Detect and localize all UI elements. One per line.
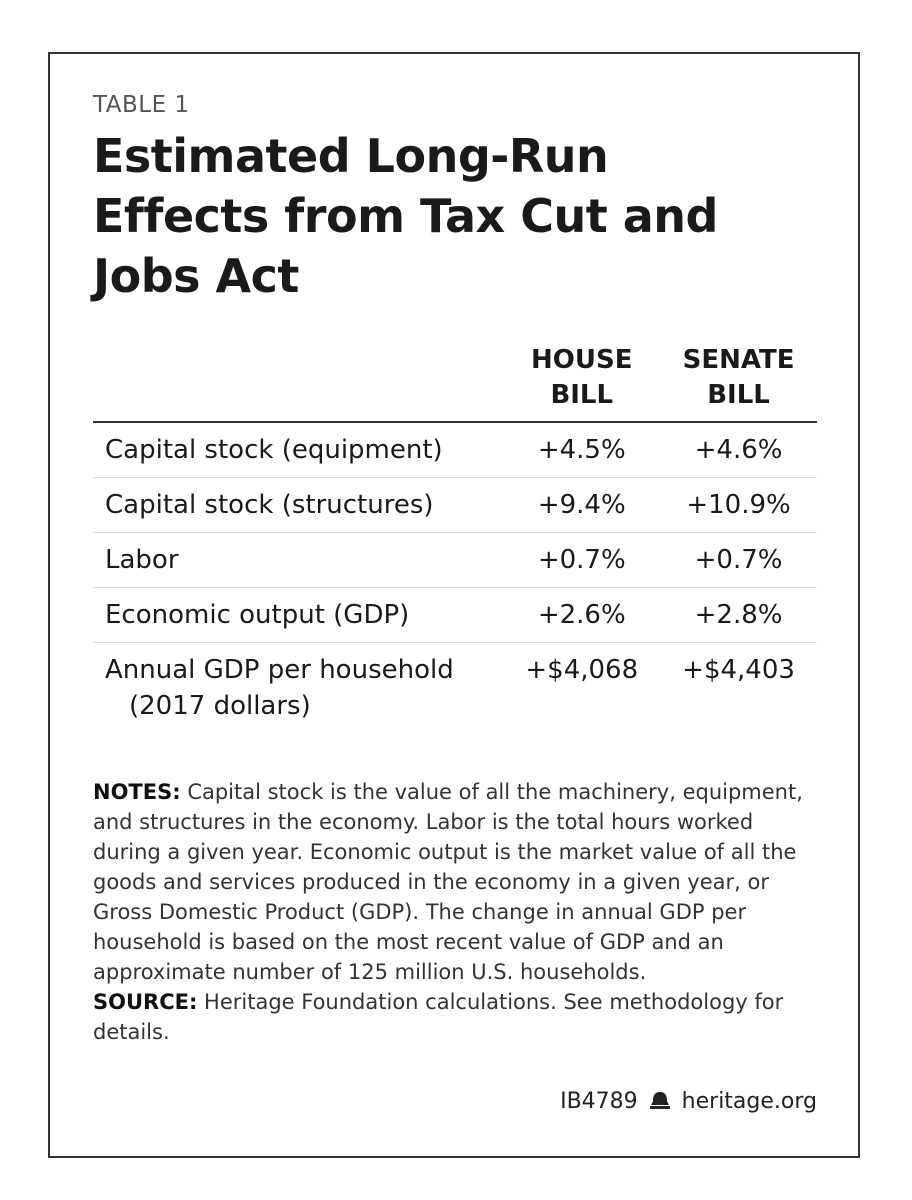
table-row: Annual GDP per household (2017 dollars) +… (93, 643, 817, 734)
row-label: Economic output (GDP) (93, 587, 504, 643)
content: TABLE 1 Estimated Long-Run Effects from … (93, 92, 817, 1114)
value-cell: +4.6% (660, 422, 817, 478)
footer-id: IB4789 (560, 1089, 638, 1114)
footer-site: heritage.org (681, 1089, 817, 1114)
header-row: HOUSE BILL SENATE BILL (93, 342, 817, 423)
table: HOUSE BILL SENATE BILL Capital stock (eq… (93, 342, 817, 733)
row-label: Capital stock (equipment) (93, 422, 504, 478)
header-cell: HOUSE BILL (503, 342, 661, 423)
table-row: Capital stock (structures) +9.4% +10.9% (93, 477, 817, 533)
notes-text: Capital stock is the value of all the ma… (93, 780, 803, 984)
table-head: HOUSE BILL SENATE BILL (93, 342, 817, 423)
header-cell: SENATE BILL (660, 342, 817, 423)
table-row: Economic output (GDP) +2.6% +2.8% (93, 587, 817, 643)
table-row: Capital stock (equipment) +4.5% +4.6% (93, 422, 817, 478)
table-body: Capital stock (equipment) +4.5% +4.6% Capit… (93, 422, 817, 733)
table-row: Labor +0.7% +0.7% (93, 532, 817, 588)
row-label: Annual GDP per household (2017 dollars) (105, 655, 454, 721)
source-label: SOURCE: (93, 990, 198, 1014)
notes-block: NOTES: Capital stock is the value of all… (93, 777, 813, 1047)
value-cell: +9.4% (503, 477, 661, 533)
source-text: Heritage Foundation calculations. See me… (93, 990, 784, 1044)
value-cell: +4.5% (503, 422, 661, 478)
table-label: TABLE 1 (93, 92, 190, 118)
source: SOURCE: Heritage Foundation calculations… (93, 987, 813, 1047)
value-cell: +10.9% (660, 477, 817, 533)
value-cell: +2.6% (503, 587, 661, 643)
footer: IB4789 heritage.org (93, 1089, 817, 1114)
value-cell: +0.7% (660, 532, 817, 588)
value-cell: +$4,403 (682, 655, 795, 685)
header-cell (93, 342, 504, 423)
value-cell: +2.8% (660, 587, 817, 643)
row-label: Capital stock (structures) (93, 477, 504, 533)
notes: NOTES: Capital stock is the value of all… (93, 777, 813, 987)
row-label: Labor (93, 532, 504, 588)
notes-label: NOTES: (93, 780, 181, 804)
frame (48, 52, 860, 1158)
title: Estimated Long-Run Effects from Tax Cut … (93, 129, 718, 303)
value-cell: +$4,068 (525, 655, 639, 685)
bell-icon (649, 1092, 670, 1109)
value-cell: +0.7% (503, 532, 661, 588)
